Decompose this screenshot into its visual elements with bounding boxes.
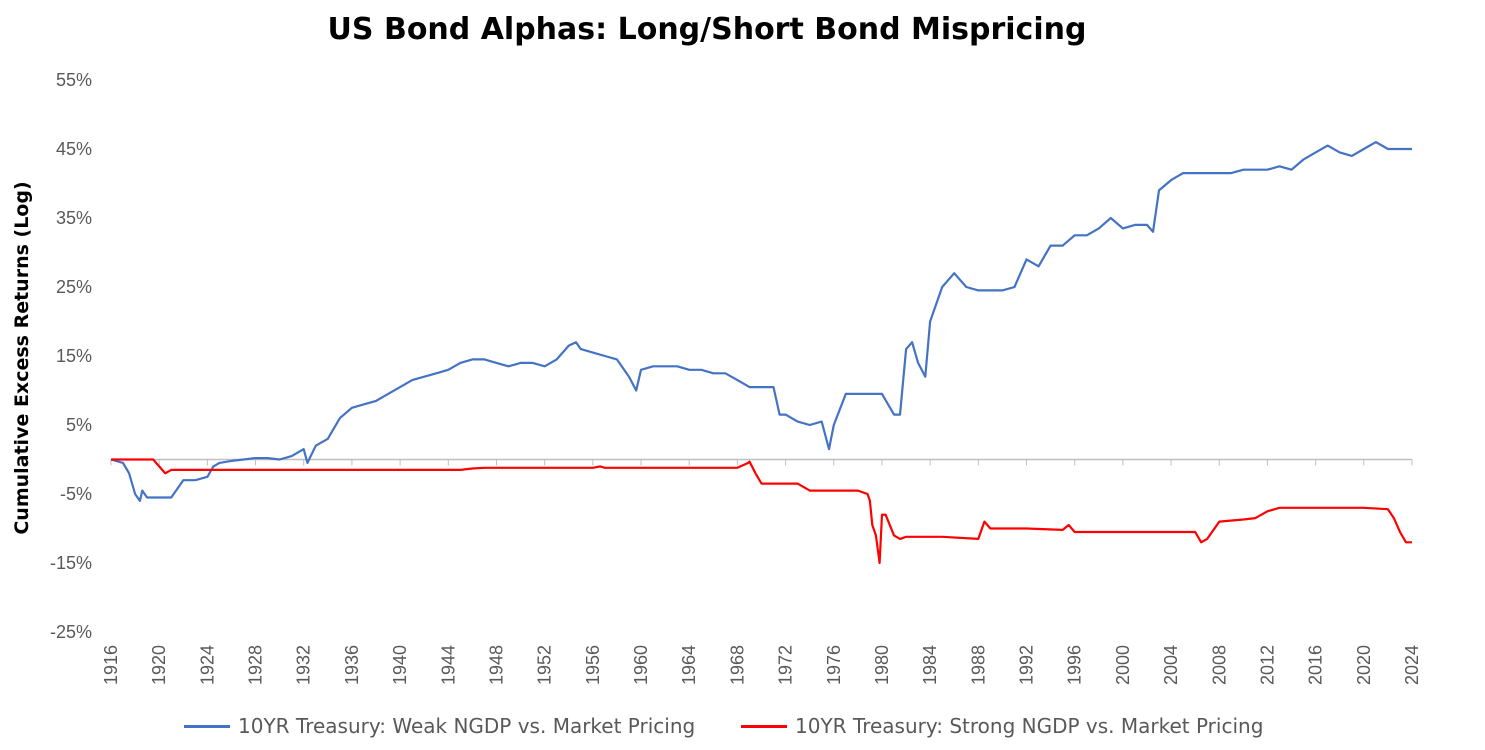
chart-title: US Bond Alphas: Long/Short Bond Misprici… [327,12,1087,47]
y-tick-label: 35% [56,208,92,228]
legend-swatch-weak [184,724,230,728]
x-tick-label: 2016 [1306,645,1326,685]
legend-item-weak: 10YR Treasury: Weak NGDP vs. Market Pric… [184,714,695,738]
x-tick-label: 1932 [294,645,314,685]
series-line-weak-ngdp [110,141,1412,502]
x-tick-label: 1988 [968,645,988,685]
x-tick-label: 2012 [1257,645,1277,685]
x-tick-label: 1936 [342,645,362,685]
y-tick-label: -5% [60,484,92,504]
x-tick-label: 1956 [583,645,603,685]
x-tick-label: 1920 [149,645,169,685]
x-tick-label: 1992 [1017,645,1037,685]
y-tick-label: 55% [56,70,92,90]
legend-label-weak: 10YR Treasury: Weak NGDP vs. Market Pric… [238,714,696,738]
y-tick-label: 45% [56,139,92,159]
x-tick-label: 2020 [1354,645,1374,685]
x-tick-label: 1944 [438,645,458,685]
y-tick-label: -15% [50,553,92,573]
series-line-strong-ngdp [111,458,1412,565]
x-tick-label: 1984 [920,645,940,685]
x-tick-label: 1924 [197,645,217,685]
x-tick-label: 1960 [631,645,651,685]
legend-swatch-strong [741,724,787,728]
x-tick-label: 2008 [1209,645,1229,685]
x-tick-label: 1952 [535,645,555,685]
y-tick-label: 5% [66,415,92,435]
legend-item-strong: 10YR Treasury: Strong NGDP vs. Market Pr… [741,714,1263,738]
x-tick-label: 2004 [1161,645,1181,685]
y-axis-title: Cumulative Excess Returns (Log) [11,181,33,534]
series-layer [110,141,1412,565]
y-tick-label: -25% [50,622,92,642]
y-tick-label: 25% [56,277,92,297]
x-tick-label: 2024 [1402,645,1422,685]
x-tick-label: 1948 [486,645,506,685]
x-tick-label: 1964 [679,645,699,685]
x-tick-label: 1976 [824,645,844,685]
y-tick-label: 15% [56,346,92,366]
x-tick-label: 1940 [390,645,410,685]
x-tick-label: 1980 [872,645,892,685]
y-axis-ticks: 55% 45% 35% 25% 15% 5% -5% -15% -25% [50,70,92,642]
legend-label-strong: 10YR Treasury: Strong NGDP vs. Market Pr… [795,714,1264,738]
legend: 10YR Treasury: Weak NGDP vs. Market Pric… [0,714,1485,744]
x-tick-label: 1996 [1065,645,1085,685]
x-axis-ticks: 1916 1920 1924 1928 1932 1936 1940 1944 1948 1952… [101,459,1422,685]
x-tick-label: 1972 [776,645,796,685]
x-tick-label: 1968 [727,645,747,685]
x-tick-label: 1928 [246,645,266,685]
x-tick-label: 2000 [1113,645,1133,685]
x-tick-label: 1916 [101,645,121,685]
